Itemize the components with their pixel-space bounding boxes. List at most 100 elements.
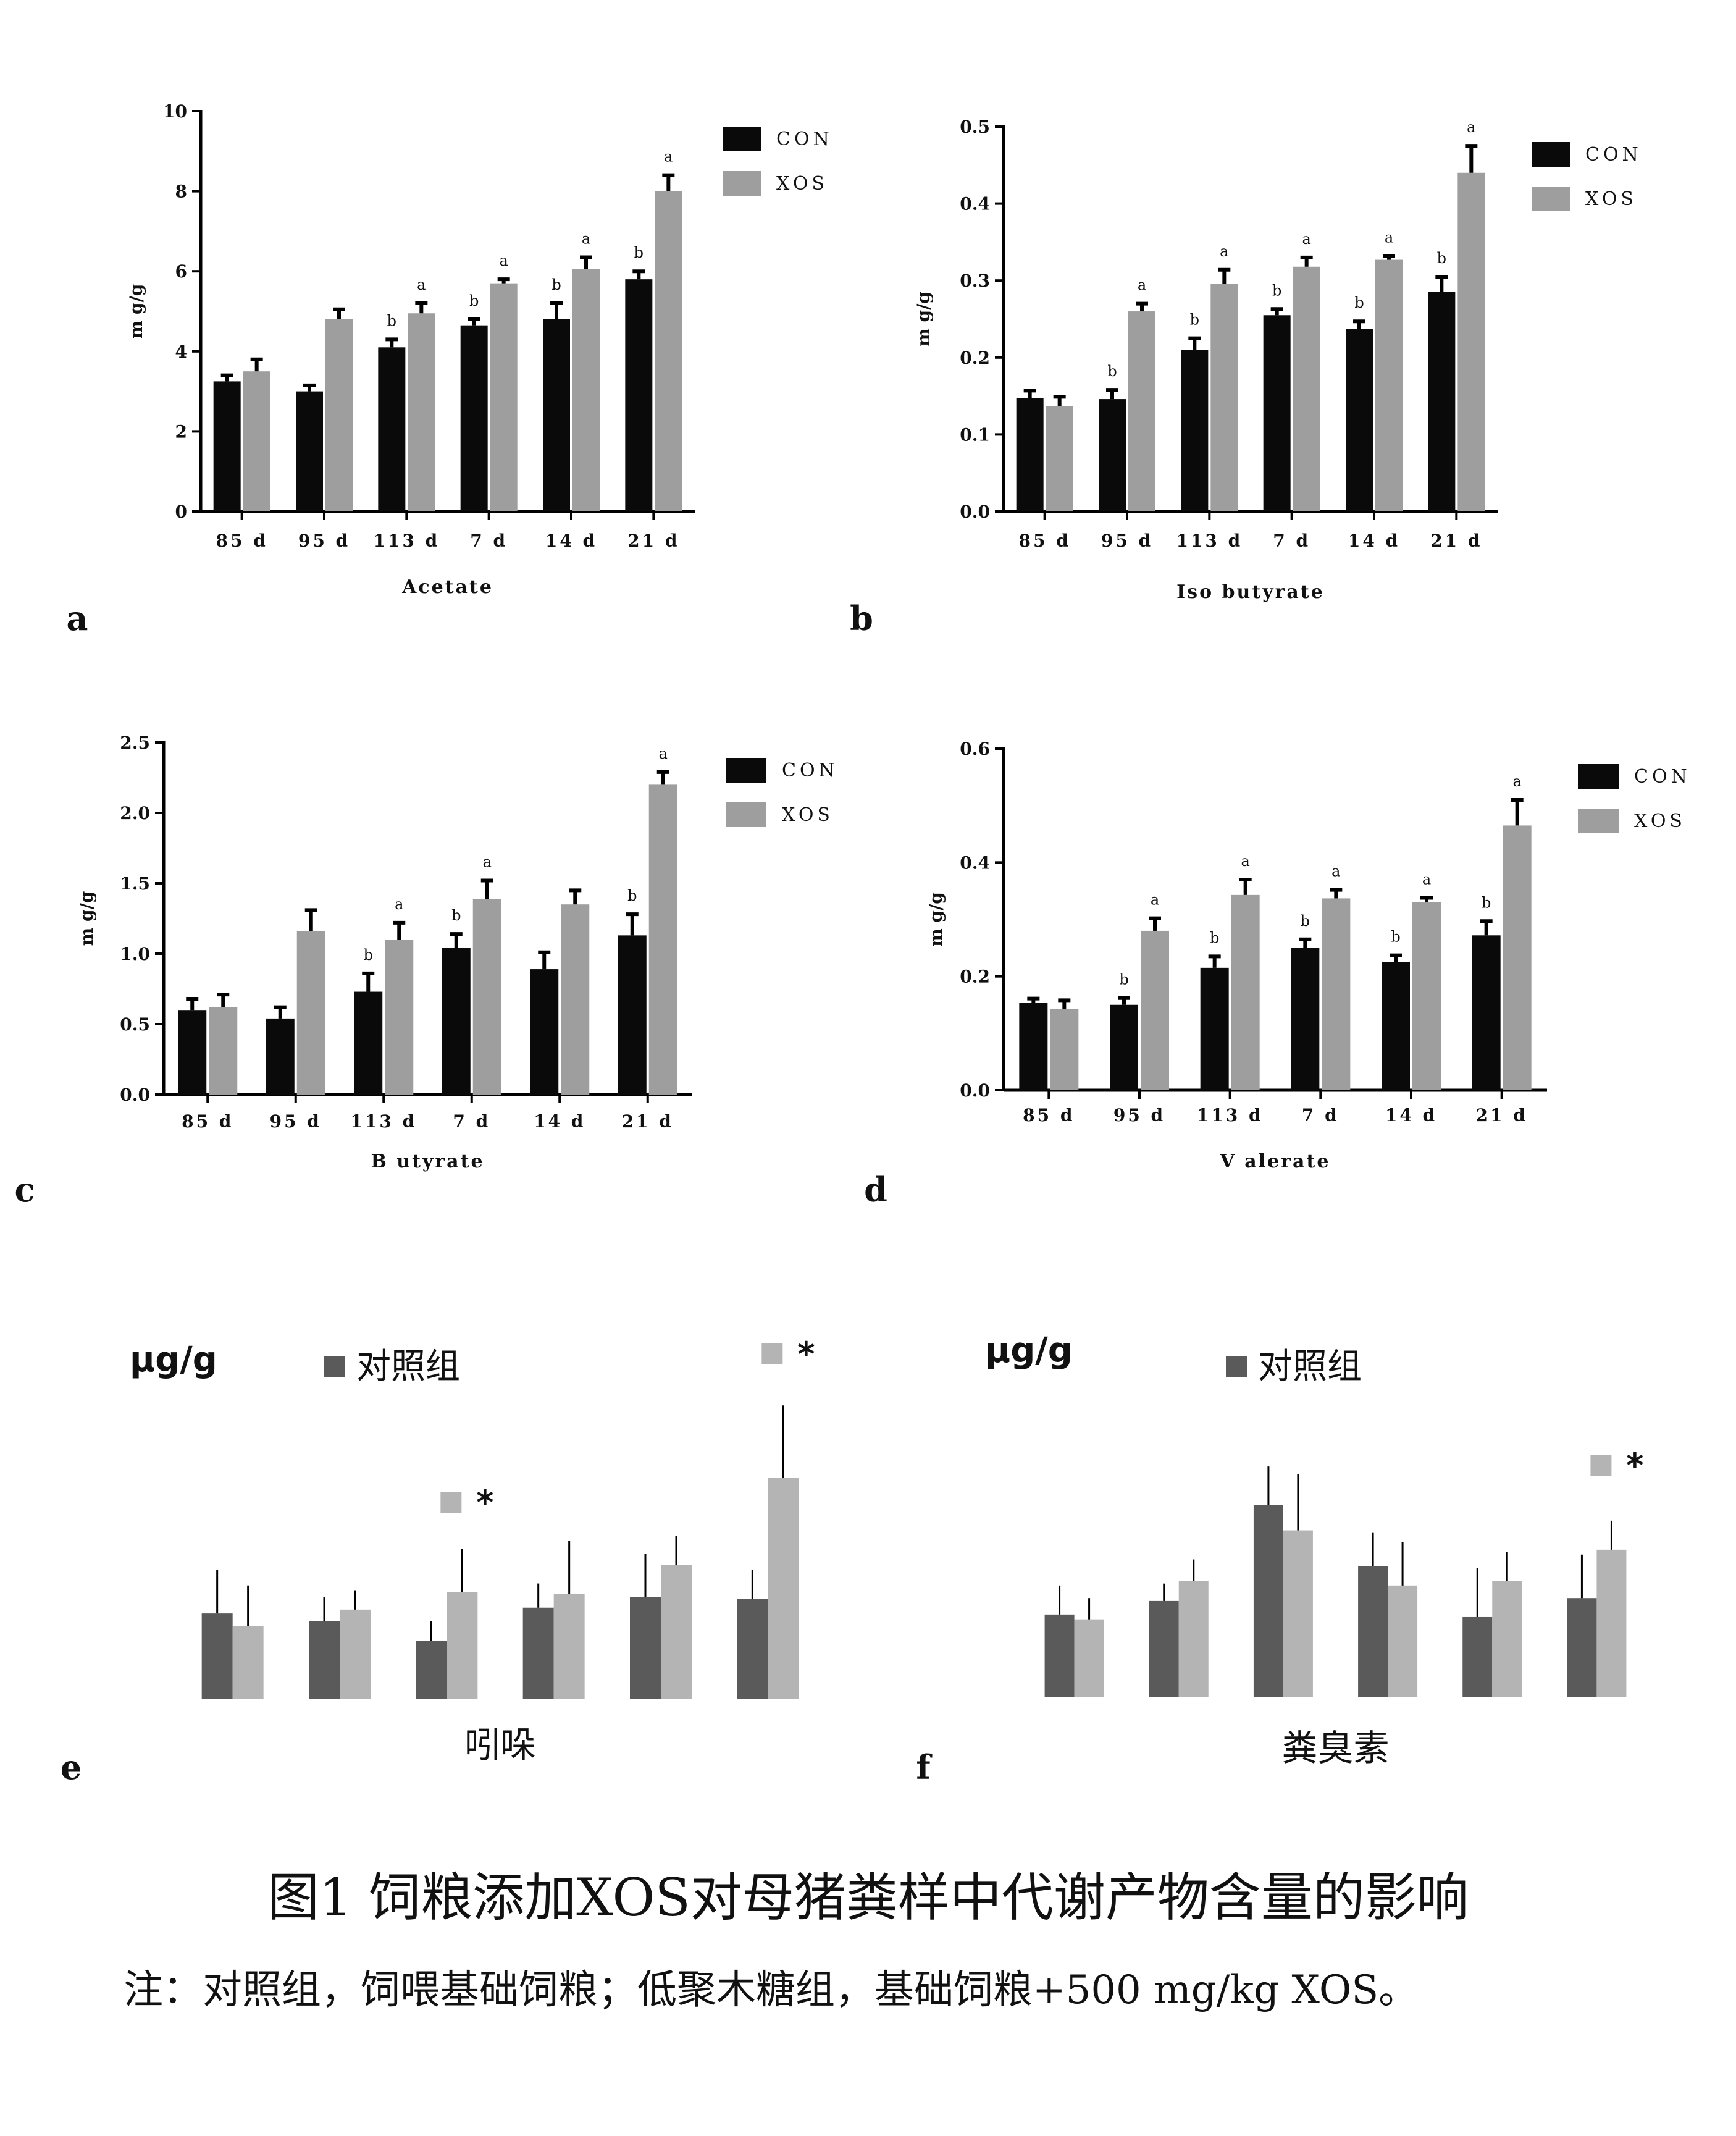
chart-d-sig-letter: a xyxy=(1151,891,1159,909)
chart-d-sig-letter: b xyxy=(1119,971,1128,988)
chart-e-bar-con xyxy=(416,1641,447,1699)
chart-b-sig-letter: a xyxy=(1220,243,1228,260)
chart-d-sig-letter: b xyxy=(1210,929,1219,946)
chart-b-bar-con xyxy=(1181,350,1209,511)
chart-d-bar-xos xyxy=(1503,825,1532,1090)
chart-b-x-tick-label: 85 d xyxy=(1019,531,1071,551)
chart-b-y-tick-label: 0.2 xyxy=(960,348,990,368)
chart-a-legend-label-con: CON xyxy=(776,128,833,150)
chart-d-bar-con xyxy=(1200,967,1229,1090)
chart-a-x-axis-label: Acetate xyxy=(401,576,493,598)
chart-b-legend-label-con: CON xyxy=(1585,144,1642,166)
chart-e-star: * xyxy=(476,1483,493,1522)
chart-c-bar-xos xyxy=(561,904,590,1095)
chart-d-bar-xos xyxy=(1050,1009,1079,1090)
chart-c-legend-swatch-con xyxy=(726,758,766,783)
chart-c-bar-con xyxy=(266,1018,295,1095)
chart-a-bar-xos xyxy=(655,191,682,512)
chart-b-sig-letter: a xyxy=(1302,230,1311,248)
chart-d-bar-xos xyxy=(1322,898,1351,1090)
chart-d-bar-con xyxy=(1019,1003,1048,1090)
chart-f-bar-con xyxy=(1149,1600,1179,1697)
chart-a-x-tick-label: 85 d xyxy=(216,531,268,551)
chart-b-bar-con xyxy=(1263,315,1291,511)
chart-c-x-tick-label: 7 d xyxy=(453,1111,490,1132)
chart-a-bar-con xyxy=(213,381,241,511)
chart-b-x-tick-label: 113 d xyxy=(1176,531,1243,551)
chart-d-x-tick-label: 95 d xyxy=(1113,1105,1165,1125)
chart-b-legend-swatch-con xyxy=(1532,142,1570,167)
chart-a-sig-letter: a xyxy=(582,230,590,248)
chart-c-sig-letter: a xyxy=(483,853,492,870)
chart-d-sig-letter: a xyxy=(1331,863,1340,880)
chart-b-sig-letter: b xyxy=(1354,294,1364,311)
chart-c-y-tick-label: 0.0 xyxy=(120,1085,150,1105)
chart-c-y-tick-label: 1.0 xyxy=(120,944,150,964)
chart-f-y-axis-label: μg/g xyxy=(985,1331,1073,1371)
chart-b-y-tick-label: 0.0 xyxy=(960,502,990,522)
chart-d-legend-swatch-xos xyxy=(1578,809,1619,833)
chart-a-sig-letter: b xyxy=(387,312,396,329)
chart-e-x-axis-label: 吲哚 xyxy=(464,1724,536,1766)
chart-c-x-tick-label: 95 d xyxy=(270,1111,322,1132)
chart-a-bar-xos xyxy=(408,313,435,511)
chart-b-legend-label-xos: XOS xyxy=(1585,188,1637,210)
chart-c-sig-letter: a xyxy=(659,745,668,762)
chart-e-y-axis-label: μg/g xyxy=(130,1340,217,1380)
chart-a-sig-letter: a xyxy=(417,276,426,293)
chart-e-legend-label-con: 对照组 xyxy=(356,1347,460,1387)
chart-b-bar-con xyxy=(1016,398,1044,511)
chart-a-y-tick-label: 6 xyxy=(175,261,187,282)
chart-f-bar-con xyxy=(1044,1614,1075,1697)
chart-c-y-tick-label: 1.5 xyxy=(120,873,150,894)
chart-d-x-tick-label: 7 d xyxy=(1302,1105,1340,1125)
chart-a-y-tick-label: 10 xyxy=(163,101,187,122)
chart-a-legend-label-xos: XOS xyxy=(776,173,828,195)
chart-f-x-axis-label: 粪臭素 xyxy=(1281,1727,1389,1769)
chart-f-bar-con xyxy=(1567,1598,1597,1697)
chart-d-bar-con xyxy=(1472,935,1501,1090)
chart-b-x-tick-label: 7 d xyxy=(1273,531,1310,551)
chart-b-sig-letter: b xyxy=(1107,363,1117,380)
chart-b-sig-letter: b xyxy=(1190,311,1199,329)
chart-f-legend-swatch-con xyxy=(1226,1356,1247,1377)
chart-a-x-tick-label: 14 d xyxy=(545,531,597,551)
chart-f-bar-xos xyxy=(1074,1619,1104,1697)
chart-b-bar-xos xyxy=(1457,172,1485,511)
chart-b-bar-xos xyxy=(1375,259,1403,511)
chart-f-panel-label: f xyxy=(916,1747,933,1787)
chart-b-sig-letter: a xyxy=(1138,277,1146,294)
chart-a-legend-swatch-con xyxy=(723,127,761,151)
chart-a-bar-xos xyxy=(243,371,270,511)
chart-a-y-axis-label: m g/g xyxy=(126,284,146,339)
chart-c-x-axis-label: B utyrate xyxy=(371,1151,484,1172)
chart-e-bar-xos xyxy=(232,1626,264,1699)
chart-f-bar-xos xyxy=(1596,1549,1627,1697)
chart-c-bar-con xyxy=(354,991,383,1095)
chart-f-bar-xos xyxy=(1492,1581,1522,1697)
chart-e-bar-xos xyxy=(661,1565,692,1699)
chart-e-bar-con xyxy=(737,1599,768,1699)
chart-a-y-tick-label: 2 xyxy=(175,421,187,442)
chart-d-x-tick-label: 14 d xyxy=(1385,1105,1437,1125)
chart-b-y-tick-label: 0.3 xyxy=(960,271,990,291)
chart-b-sig-letter: a xyxy=(1385,229,1393,246)
figure-caption: 图1 饲粮添加XOS对母猪粪样中代谢产物含量的影响 xyxy=(267,1867,1469,1928)
chart-b-bar-con xyxy=(1428,292,1456,511)
chart-a-bar-con xyxy=(378,347,406,511)
chart-a-bar-con xyxy=(460,325,488,511)
chart-d-y-axis-label: m g/g xyxy=(926,892,946,947)
chart-a-x-tick-label: 7 d xyxy=(470,531,508,551)
chart-b-sig-letter: b xyxy=(1272,282,1281,299)
chart-f-bar-xos xyxy=(1178,1581,1209,1697)
chart-b-x-axis-label: Iso butyrate xyxy=(1176,581,1325,603)
chart-d-x-tick-label: 21 d xyxy=(1476,1105,1528,1125)
chart-f-star-swatch xyxy=(1590,1455,1612,1476)
chart-a-y-tick-label: 4 xyxy=(175,342,187,362)
chart-d-bar-xos xyxy=(1231,894,1260,1090)
chart-d-y-tick-label: 0.2 xyxy=(960,967,990,987)
chart-b-x-tick-label: 14 d xyxy=(1348,531,1400,551)
chart-e-star-swatch xyxy=(440,1492,462,1513)
chart-b-bar-xos xyxy=(1293,266,1320,511)
chart-c-x-tick-label: 21 d xyxy=(622,1111,674,1132)
